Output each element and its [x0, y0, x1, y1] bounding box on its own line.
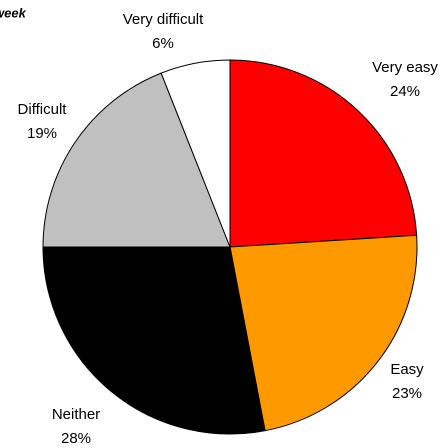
slice-value-label: 6%	[152, 35, 174, 52]
slice-label: Difficult	[18, 101, 68, 118]
pie-slice	[229, 59, 418, 248]
slice-label: Very difficult	[123, 11, 204, 28]
pie-slice	[42, 246, 266, 435]
slice-label: Neither	[52, 406, 100, 423]
slice-value-label: 28%	[61, 430, 91, 447]
slice-label: Very easy	[372, 59, 438, 76]
slice-value-label: 23%	[392, 385, 422, 402]
pie-slice	[42, 72, 231, 248]
slice-value-label: 24%	[390, 83, 420, 100]
slice-value-label: 19%	[27, 125, 57, 142]
pie-slice	[229, 234, 418, 432]
chart-title: week	[0, 5, 27, 20]
slice-label: Easy	[390, 361, 424, 378]
pie-slice	[160, 59, 231, 248]
